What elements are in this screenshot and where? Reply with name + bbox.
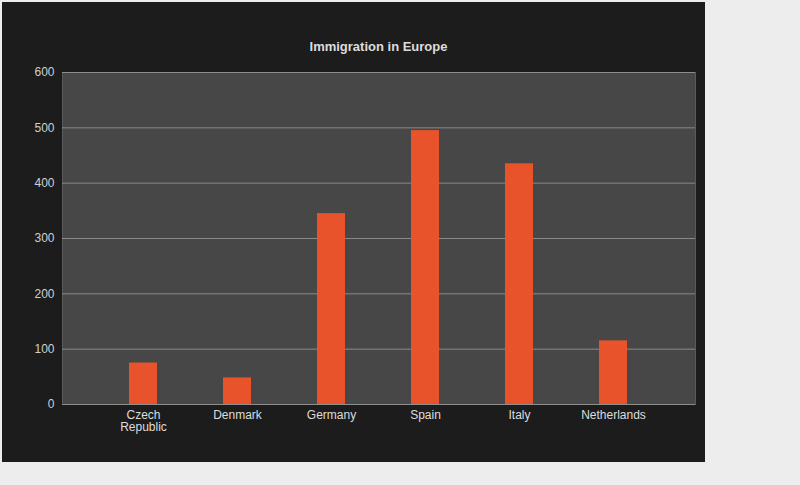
svg-text:0: 0 [48, 397, 55, 411]
svg-text:Italy: Italy [508, 408, 530, 422]
svg-text:400: 400 [34, 176, 54, 190]
svg-text:500: 500 [34, 121, 54, 135]
svg-text:Germany: Germany [307, 408, 356, 422]
svg-text:600: 600 [34, 65, 54, 79]
svg-text:200: 200 [34, 287, 54, 301]
svg-text:300: 300 [34, 231, 54, 245]
svg-text:100: 100 [34, 342, 54, 356]
svg-text:Spain: Spain [410, 408, 441, 422]
svg-text:Denmark: Denmark [213, 408, 263, 422]
html-text:Immigration in Europe: Immigration in Europe [309, 39, 448, 54]
svg-text:Netherlands: Netherlands [581, 408, 646, 422]
svg-text:CzechRepublic: CzechRepublic [120, 408, 167, 434]
